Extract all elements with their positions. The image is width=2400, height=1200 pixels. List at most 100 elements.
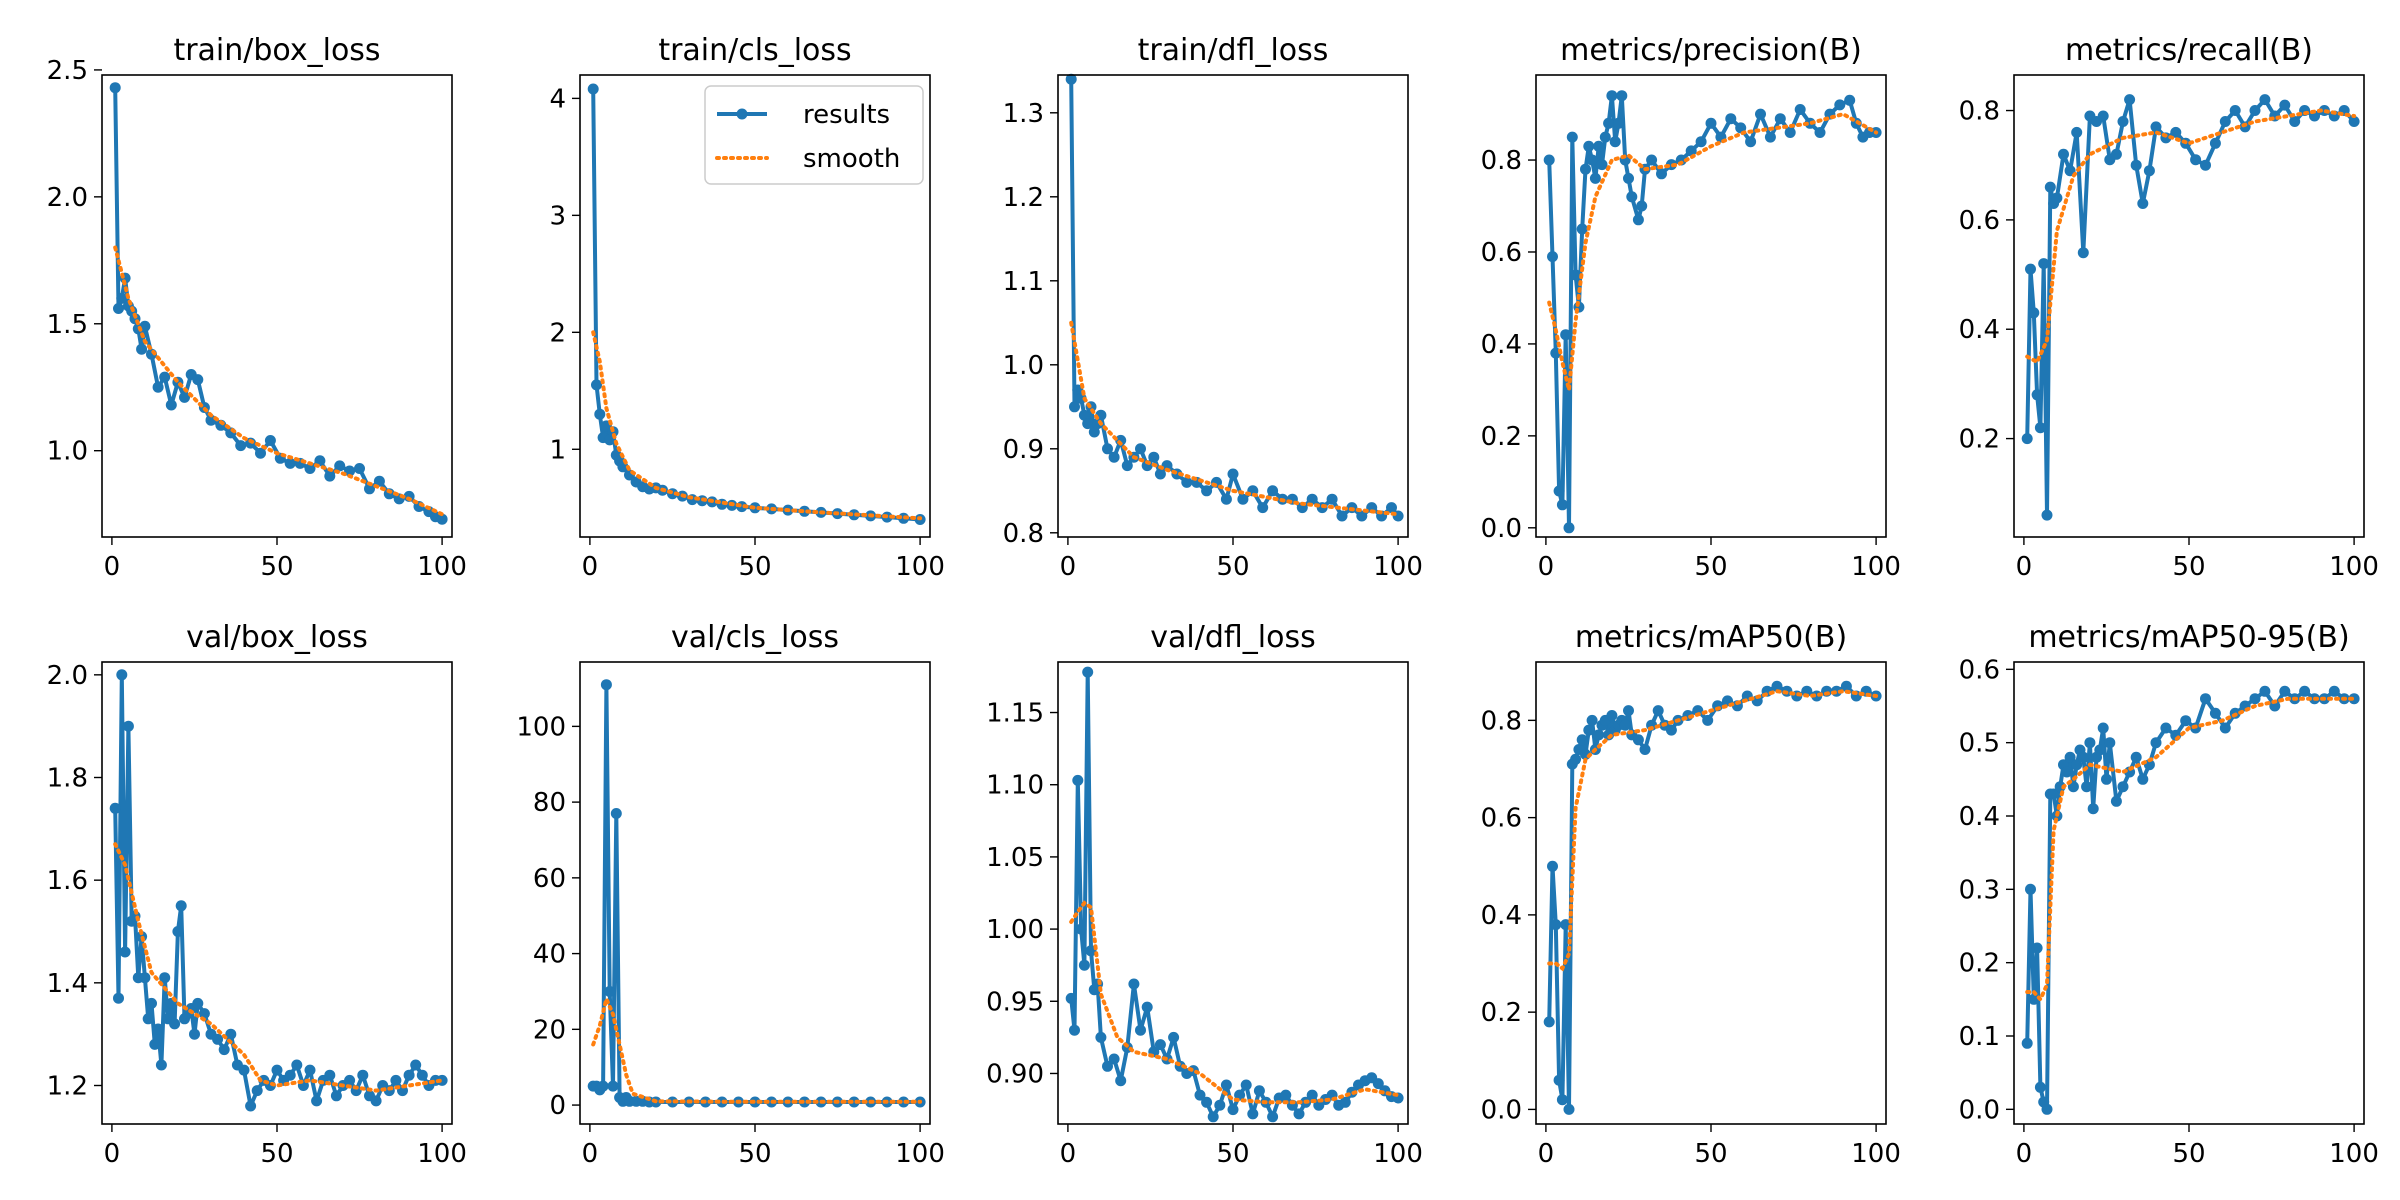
results-point	[2088, 803, 2099, 814]
results-point	[1623, 173, 1634, 184]
chart-title: val/cls_loss	[671, 620, 839, 655]
results-point	[1567, 132, 1578, 143]
results-point	[169, 1018, 180, 1029]
x-tick-label: 100	[895, 1139, 945, 1169]
y-tick-label: 0.3	[1959, 875, 2000, 905]
results-point	[239, 1065, 250, 1076]
results-point	[1247, 1108, 1258, 1119]
results-point	[1626, 191, 1637, 202]
results-point	[311, 1095, 322, 1106]
y-tick-label: 1.1	[1003, 267, 1044, 297]
y-tick-label: 0.2	[1481, 998, 1522, 1028]
results-point	[1636, 201, 1647, 212]
results-point	[2111, 796, 2122, 807]
x-tick-label: 100	[1373, 1139, 1423, 1169]
results-point	[2118, 781, 2129, 792]
y-tick-label: 40	[533, 940, 566, 970]
results-point	[2035, 422, 2046, 433]
results-point	[2042, 510, 2053, 521]
results-point	[1666, 725, 1677, 736]
results-point	[1834, 99, 1845, 110]
results-point	[390, 1075, 401, 1086]
y-tick-label: 2	[549, 318, 566, 348]
legend-label-smooth: smooth	[803, 144, 900, 174]
results-point	[2190, 154, 2201, 165]
x-tick-label: 50	[1216, 552, 1249, 582]
x-tick-label: 50	[2172, 552, 2205, 582]
x-tick-label: 100	[417, 1139, 467, 1169]
x-tick-label: 50	[1694, 1139, 1727, 1169]
y-tick-label: 1.3	[1003, 99, 1044, 129]
results-point	[166, 400, 177, 411]
results-point	[2220, 116, 2231, 127]
results-point	[1646, 155, 1657, 166]
results-point	[1168, 1032, 1179, 1043]
results-point	[1633, 734, 1644, 745]
y-tick-label: 1.6	[47, 866, 88, 896]
results-point	[1590, 173, 1601, 184]
y-tick-label: 0.0	[1481, 514, 1522, 544]
results-point	[1593, 729, 1604, 740]
results-point	[245, 1101, 256, 1112]
results-point	[1554, 1075, 1565, 1086]
x-tick-label: 50	[738, 552, 771, 582]
results-point	[2279, 686, 2290, 697]
results-point	[2032, 389, 2043, 400]
results-point	[2061, 767, 2072, 778]
results-point	[1257, 502, 1268, 513]
y-tick-label: 1.15	[986, 699, 1044, 729]
results-point	[136, 344, 147, 355]
x-tick-label: 0	[1060, 1139, 1077, 1169]
x-tick-label: 100	[417, 552, 467, 582]
results-point	[113, 993, 124, 1004]
results-point	[1337, 511, 1348, 522]
results-point	[2042, 1104, 2053, 1115]
results-point	[2250, 693, 2261, 704]
results-point	[2200, 693, 2211, 704]
results-point	[146, 998, 157, 1009]
results-point	[2022, 433, 2033, 444]
results-point	[1069, 1025, 1080, 1036]
results-point	[2299, 686, 2310, 697]
results-point	[2124, 94, 2135, 105]
results-point	[1554, 486, 1565, 497]
results-point	[1547, 861, 1558, 872]
results-point	[1076, 924, 1087, 935]
results-point	[1600, 132, 1611, 143]
results-point	[2160, 723, 2171, 734]
y-tick-label: 1.0	[1003, 351, 1044, 381]
results-point	[1072, 775, 1083, 786]
chart-title: metrics/mAP50(B)	[1575, 620, 1847, 655]
results-point	[324, 1070, 335, 1081]
y-tick-label: 1.5	[47, 310, 88, 340]
chart-title: train/box_loss	[173, 33, 380, 68]
results-point	[139, 972, 150, 983]
results-point	[1587, 155, 1598, 166]
y-tick-label: 4	[549, 84, 566, 114]
y-tick-label: 0.90	[986, 1059, 1044, 1089]
results-point	[305, 1065, 316, 1076]
y-tick-label: 60	[533, 864, 566, 894]
results-point	[598, 1081, 609, 1092]
results-point	[192, 998, 203, 1009]
x-tick-label: 100	[1373, 552, 1423, 582]
y-tick-label: 0.4	[1481, 330, 1522, 360]
results-point	[2028, 307, 2039, 318]
results-point	[110, 803, 121, 814]
y-tick-label: 0.8	[1481, 706, 1522, 736]
y-tick-label: 0.6	[1959, 206, 2000, 236]
results-point	[2101, 774, 2112, 785]
y-tick-label: 1.2	[47, 1072, 88, 1102]
results-point	[2200, 160, 2211, 171]
results-point	[1597, 159, 1608, 170]
results-point	[594, 409, 605, 420]
results-point	[1633, 214, 1644, 225]
results-point	[1755, 109, 1766, 120]
y-tick-label: 20	[533, 1015, 566, 1045]
results-point	[110, 82, 121, 93]
results-point	[2259, 686, 2270, 697]
results-point	[2098, 723, 2109, 734]
results-point	[1115, 1075, 1126, 1086]
results-point	[1294, 1108, 1305, 1119]
results-point	[404, 1070, 415, 1081]
